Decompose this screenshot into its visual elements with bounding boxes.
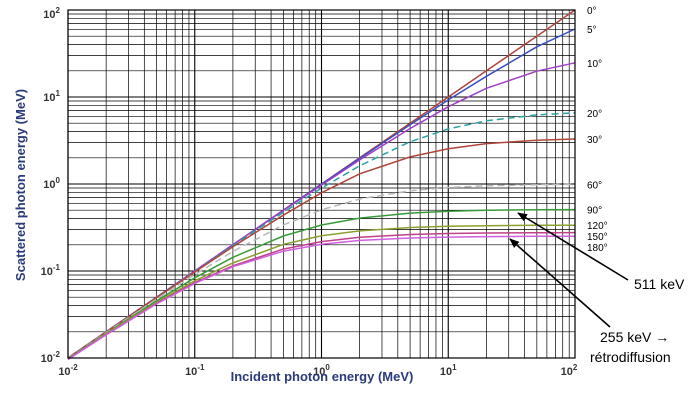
y-tick-label: 10-2 (41, 350, 61, 365)
annotation-255kev: 255 keV → (600, 329, 669, 345)
y-axis-title: Scattered photon energy (MeV) (13, 89, 28, 281)
y-tick-label: 10-1 (41, 263, 61, 278)
y-tick-labels: 10-2 10-1 100 101 102 (41, 6, 61, 365)
x-tick-label: 10-2 (58, 363, 78, 378)
annotation-511kev: 511 keV (634, 276, 685, 292)
grid (67, 10, 575, 359)
arrow-511kev (517, 212, 629, 281)
x-axis-title: Incident photon energy (MeV) (231, 369, 414, 384)
series-line-120deg (67, 224, 576, 360)
angle-label-60deg: 60° (587, 180, 602, 191)
series-line-20deg (67, 112, 576, 359)
x-tick-label: 10-1 (185, 363, 205, 378)
angle-label-150deg: 150° (587, 232, 608, 243)
angle-label-180deg: 180° (587, 243, 608, 254)
angle-label-5deg: 5° (587, 25, 597, 36)
series-line-90deg (67, 208, 576, 360)
angle-labels: 0° 5° 10° 20° 30° 60° 90° 120°150°180° (587, 6, 608, 254)
curves (67, 9, 576, 361)
x-tick-label: 102 (561, 363, 578, 378)
x-tick-label: 101 (440, 363, 457, 378)
x-tick-label: 100 (313, 363, 330, 378)
angle-label-120deg: 120° (587, 221, 608, 232)
angle-label-10deg: 10° (587, 59, 602, 70)
series-line-180deg (67, 235, 576, 361)
x-tick-labels: 10-2 10-1 100 101 102 (58, 363, 578, 378)
plot-frame (67, 9, 576, 359)
angle-label-90deg: 90° (587, 206, 602, 217)
y-tick-label: 101 (43, 89, 60, 104)
angle-label-30deg: 30° (587, 135, 602, 146)
arrow-255kev (509, 238, 611, 328)
y-tick-label: 100 (43, 176, 60, 191)
series-line-30deg (67, 138, 576, 359)
y-tick-label: 102 (43, 6, 60, 21)
annotation-retrodiffusion: rétrodiffusion (590, 349, 671, 365)
angle-label-20deg: 20° (587, 109, 602, 120)
angle-label-0deg: 0° (587, 6, 597, 17)
